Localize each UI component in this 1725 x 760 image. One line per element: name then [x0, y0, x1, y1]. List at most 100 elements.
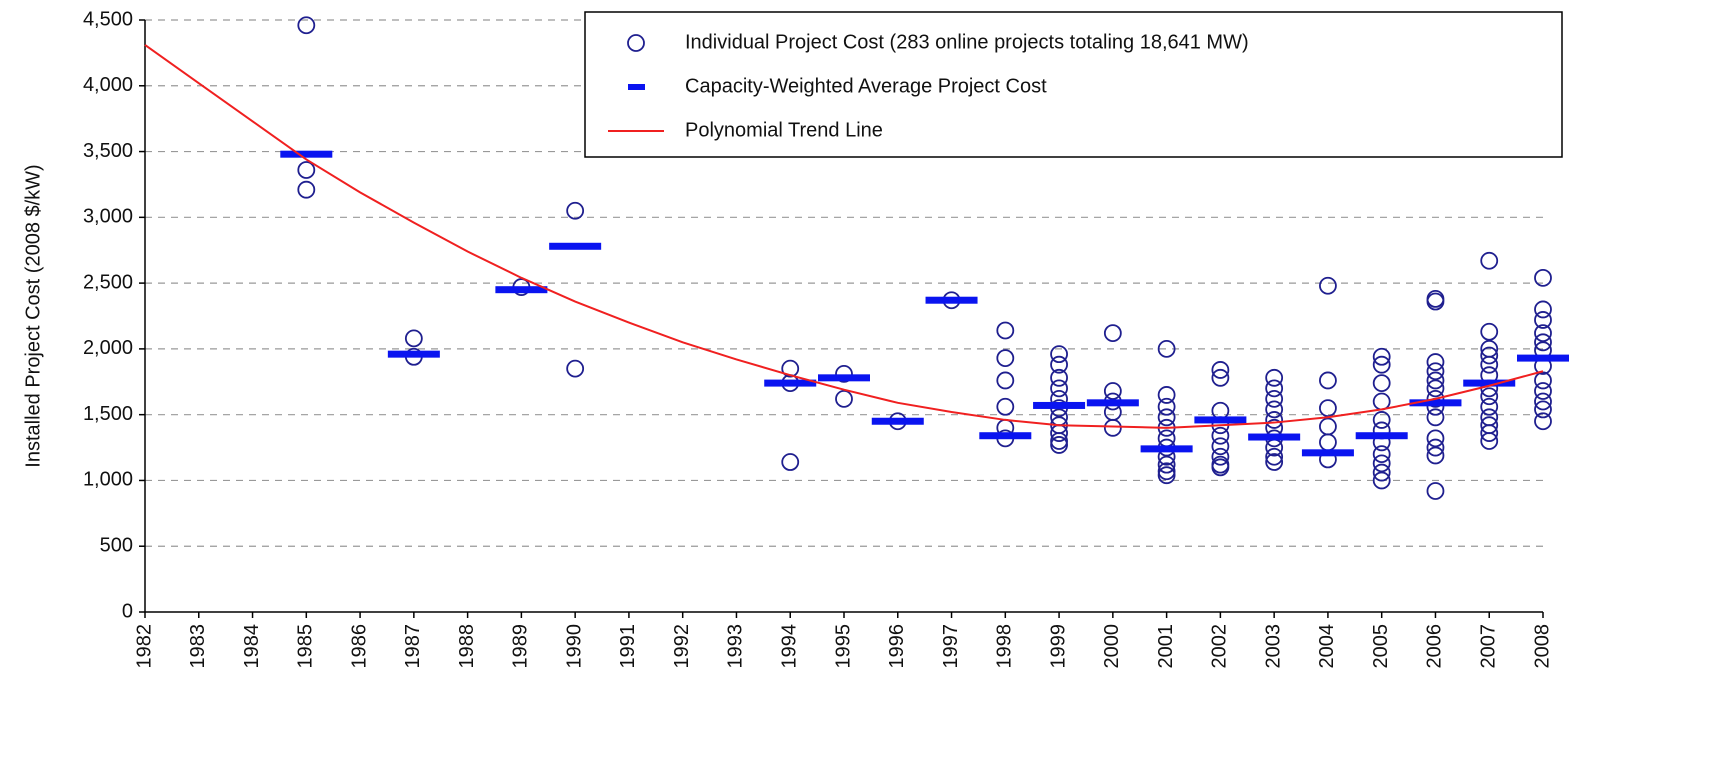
project-point	[1426, 371, 1445, 390]
x-tick-label: 2001	[1155, 624, 1177, 669]
project-point	[1372, 463, 1391, 482]
project-point	[1050, 379, 1068, 398]
project-point	[1534, 324, 1552, 343]
project-point	[1319, 371, 1337, 390]
x-tick-label: 2007	[1478, 624, 1500, 669]
x-tick-label: 1988	[456, 624, 478, 669]
project-point	[1211, 458, 1230, 477]
average-dash	[925, 296, 978, 304]
average-dash	[979, 432, 1032, 440]
x-tick-label: 1986	[348, 624, 370, 669]
project-point	[1211, 368, 1230, 387]
project-point	[1319, 276, 1337, 295]
project-point	[1265, 447, 1284, 466]
plot-area: 0 500 1,000 1,500 2,000 2,500 3,000 3,500 4,000 4…	[83, 8, 1569, 669]
average-dash	[280, 150, 333, 158]
average-dash	[1033, 401, 1086, 409]
project-point	[1480, 424, 1499, 442]
average-dash	[549, 242, 602, 250]
project-point	[1103, 418, 1122, 437]
legend-marker	[628, 84, 645, 90]
project-point	[1157, 466, 1176, 485]
project-point	[1372, 454, 1391, 473]
legend: Individual Project Cost (283 online proj…	[584, 11, 1563, 158]
project-point	[1211, 447, 1230, 466]
project-point	[404, 329, 423, 348]
project-point	[1211, 361, 1230, 379]
project-point	[1426, 408, 1445, 427]
project-point	[1426, 389, 1445, 408]
average-dash	[1355, 432, 1408, 440]
project-point	[1372, 471, 1391, 490]
y-tick-label: 1,500	[83, 403, 133, 425]
y-tick-label: 3,000	[83, 206, 133, 228]
x-tick-label: 2004	[1316, 624, 1338, 669]
x-tick-label: 2002	[1209, 624, 1231, 669]
average-dash	[1194, 416, 1247, 424]
project-point	[1426, 446, 1445, 465]
project-point	[1480, 397, 1499, 416]
project-point	[1157, 408, 1176, 427]
x-tick-label: 1997	[940, 624, 962, 669]
project-point	[1426, 482, 1445, 500]
project-point	[1050, 436, 1068, 454]
average-dash	[871, 417, 924, 425]
average-dash	[387, 350, 440, 358]
average-dash	[1086, 399, 1139, 407]
project-point	[1426, 379, 1445, 398]
project-point	[1103, 324, 1122, 343]
average-dash	[1409, 399, 1462, 407]
project-point	[996, 371, 1015, 390]
legend-label: Individual Project Cost (283 online proj…	[685, 31, 1249, 53]
x-tick-label: 1996	[886, 624, 908, 669]
average-dash	[1463, 379, 1516, 387]
project-point	[1319, 417, 1337, 436]
project-point	[1211, 437, 1230, 456]
average-dash	[1517, 354, 1569, 362]
project-point	[1050, 345, 1068, 364]
project-point	[1534, 371, 1552, 390]
project-point	[1372, 411, 1391, 429]
average-dash	[495, 286, 548, 294]
y-tick-label: 1,000	[83, 469, 133, 491]
x-tick-label: 1999	[1047, 624, 1069, 669]
x-tick-label: 1998	[994, 624, 1016, 669]
x-tick-label: 1985	[295, 624, 317, 669]
project-point	[1480, 251, 1499, 270]
project-point	[1050, 432, 1068, 450]
x-tick-label: 1994	[779, 624, 801, 669]
y-axis-label: Installed Project Cost (2008 $/kW)	[22, 164, 44, 467]
x-tick-label: 1987	[402, 624, 424, 669]
project-point	[1157, 462, 1176, 481]
project-point	[1372, 347, 1391, 366]
project-point	[1480, 346, 1499, 365]
project-point	[1319, 433, 1337, 452]
project-point	[1534, 268, 1552, 287]
project-point	[1372, 374, 1391, 392]
legend-label: Polynomial Trend Line	[685, 119, 883, 141]
project-point	[1534, 311, 1552, 329]
project-point	[835, 389, 853, 408]
project-point	[566, 359, 585, 378]
x-tick-label: 1984	[241, 624, 263, 669]
x-tick-label: 1995	[832, 624, 854, 669]
project-point	[1265, 453, 1284, 471]
project-point	[1103, 403, 1122, 421]
x-tick-label: 2006	[1424, 624, 1446, 669]
project-point	[1534, 382, 1552, 400]
x-tick-label: 1990	[563, 624, 585, 669]
project-point	[1426, 362, 1445, 381]
project-point	[1426, 353, 1445, 371]
project-point	[1157, 455, 1176, 474]
x-tick-label: 1983	[187, 624, 209, 669]
project-point	[1426, 292, 1445, 311]
legend-label: Capacity-Weighted Average Project Cost	[685, 75, 1047, 97]
y-tick-label: 2,000	[83, 337, 133, 359]
average-dash	[1248, 433, 1301, 441]
average-dash	[818, 374, 870, 382]
x-tick-label: 2003	[1262, 624, 1284, 669]
project-point	[297, 16, 316, 35]
project-point	[1372, 355, 1391, 374]
project-point	[1265, 389, 1284, 408]
